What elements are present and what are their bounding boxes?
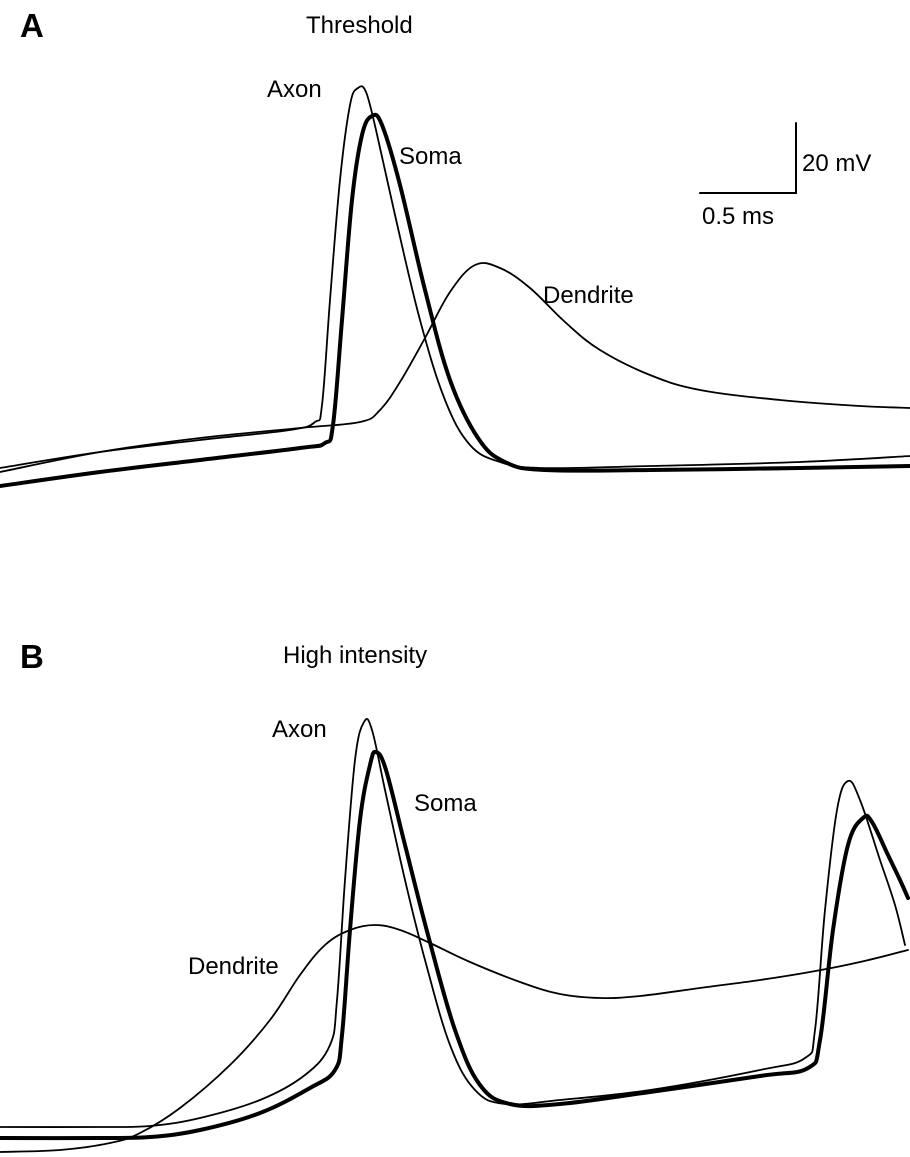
panel-a-dendrite-trace	[0, 262, 910, 473]
scale-bar-time-label: 0.5 ms	[702, 203, 775, 230]
panel-a-axon-label: Axon	[267, 76, 322, 103]
panel-b-axon-trace	[0, 718, 906, 1128]
panel-b-title: High intensity	[283, 642, 428, 669]
panel-b-dendrite-label: Dendrite	[188, 953, 279, 980]
panel-b-dendrite-trace	[0, 924, 909, 1153]
panel-a-soma-trace	[0, 112, 910, 488]
panel-a-letter: A	[20, 7, 44, 44]
panel-b-letter: B	[20, 638, 44, 675]
scale-bar-voltage-label: 20 mV	[802, 150, 872, 177]
panel-a-dendrite-label: Dendrite	[543, 282, 634, 309]
panel-a-axon-trace	[0, 85, 910, 470]
panel-a-traces	[0, 85, 910, 488]
panel-b-axon-label: Axon	[272, 716, 327, 743]
panel-a-title: Threshold	[306, 12, 413, 39]
panel-b-soma-trace	[0, 749, 910, 1141]
scale-bar	[699, 122, 797, 194]
panel-b-soma-label: Soma	[414, 790, 477, 817]
panel-b-traces	[0, 718, 910, 1153]
panel-a-soma-label: Soma	[399, 143, 462, 170]
